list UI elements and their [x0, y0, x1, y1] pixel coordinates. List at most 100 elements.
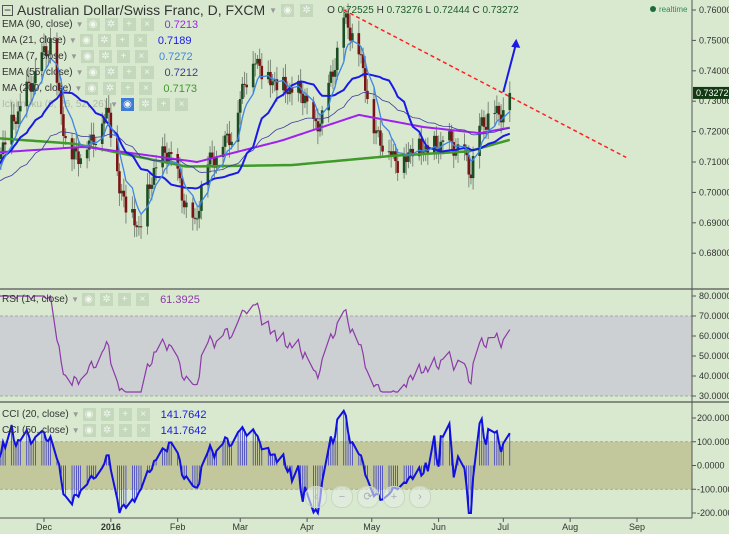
chevron-down-icon[interactable]: ▼ [68, 36, 77, 45]
plus-icon[interactable]: + [118, 293, 132, 306]
candle [85, 149, 89, 159]
candle [275, 79, 279, 91]
eye-icon[interactable]: ◉ [79, 34, 93, 47]
candle [379, 130, 382, 146]
chevron-down-icon[interactable]: ▼ [75, 20, 84, 29]
gear-icon[interactable]: ✲ [100, 293, 114, 306]
gear-icon[interactable]: ✲ [104, 66, 118, 79]
gear-icon[interactable]: ✲ [98, 50, 112, 63]
scroll-right-button[interactable]: › [409, 486, 431, 508]
candle [305, 95, 309, 102]
collapse-icon[interactable]: − [2, 2, 13, 17]
plus-icon[interactable]: + [122, 66, 136, 79]
candle [508, 92, 512, 111]
close-icon[interactable]: × [134, 50, 148, 63]
candle [57, 82, 61, 91]
rsi-tick-label: 50.0000 [699, 351, 729, 361]
zoom-in-button[interactable]: + [383, 486, 405, 508]
candle [435, 135, 438, 149]
date-tick-label: Jul [498, 522, 510, 532]
candle [103, 118, 106, 124]
close-icon[interactable]: × [136, 424, 150, 437]
candle [27, 81, 31, 84]
eye-icon[interactable]: ◉ [82, 424, 96, 437]
eye-icon[interactable]: ◉ [82, 293, 96, 306]
candle [372, 99, 376, 134]
ohlc-readout: O 0.72525 H 0.73276 L 0.72444 C 0.73272 [327, 4, 519, 16]
chevron-down-icon[interactable]: ▼ [110, 100, 118, 109]
eye-icon[interactable]: ◉ [80, 50, 94, 63]
close-icon[interactable]: × [133, 34, 147, 47]
indicator-value: 0.7212 [164, 66, 199, 79]
candle [154, 167, 158, 169]
close-icon[interactable]: × [174, 98, 188, 111]
chevron-down-icon[interactable]: ▼ [71, 410, 80, 419]
chevron-down-icon[interactable]: ▼ [71, 295, 80, 304]
candle [122, 190, 126, 197]
plus-icon[interactable]: + [115, 34, 129, 47]
close-icon[interactable]: × [136, 408, 150, 421]
candle [59, 90, 63, 115]
eye-icon[interactable]: ◉ [86, 66, 100, 79]
date-tick-label: Aug [562, 522, 578, 532]
eye-icon[interactable]: ◉ [86, 18, 100, 31]
candle [200, 185, 203, 211]
plus-icon[interactable]: + [156, 98, 170, 111]
candle [1, 142, 5, 155]
close-icon[interactable]: × [140, 66, 154, 79]
gear-icon[interactable]: ✲ [97, 34, 111, 47]
candle [238, 98, 242, 113]
eye-icon[interactable]: ◉ [281, 3, 295, 17]
gear-icon[interactable]: ✲ [300, 3, 314, 17]
close-icon[interactable]: × [139, 82, 153, 95]
candle [10, 114, 13, 145]
candle [31, 83, 35, 92]
candle [471, 155, 475, 179]
candle [450, 131, 453, 143]
candle [495, 105, 499, 114]
plus-icon[interactable]: + [121, 82, 135, 95]
gear-icon[interactable]: ✲ [100, 424, 114, 437]
eye-icon[interactable]: ◉ [85, 82, 99, 95]
candle [420, 138, 423, 153]
gear-icon[interactable]: ✲ [104, 18, 118, 31]
legend-cci-0: CCI (20, close) ▼ ◉ ✲ + × 141.7642 [2, 408, 207, 421]
candle [407, 152, 410, 162]
candle [484, 126, 488, 130]
chevron-down-icon[interactable]: ▼ [74, 84, 83, 93]
gear-icon[interactable]: ✲ [138, 98, 152, 111]
chevron-down-icon[interactable]: ▼ [71, 426, 80, 435]
rsi-line [0, 294, 511, 393]
indicator-name: MA (200, close) [2, 83, 72, 94]
price-tick-label: 0.68000 [699, 248, 729, 258]
candle [49, 38, 52, 55]
candle [182, 200, 186, 208]
candle [195, 218, 199, 220]
gear-icon[interactable]: ✲ [103, 82, 117, 95]
candle [389, 151, 393, 156]
gear-icon[interactable]: ✲ [100, 408, 114, 421]
eye-icon[interactable]: ◉ [120, 98, 134, 111]
candle [441, 140, 445, 142]
scroll-left-button[interactable]: ‹ [305, 486, 327, 508]
candle [482, 117, 486, 127]
plus-icon[interactable]: + [118, 408, 132, 421]
candle [64, 136, 67, 139]
reset-button[interactable]: ⟳ [357, 486, 379, 508]
close-icon[interactable]: × [136, 293, 150, 306]
candle [404, 156, 408, 162]
candle [331, 71, 335, 77]
eye-icon[interactable]: ◉ [82, 408, 96, 421]
chevron-down-icon[interactable]: ▼ [269, 5, 278, 15]
plus-icon[interactable]: + [116, 50, 130, 63]
zoom-out-button[interactable]: − [331, 486, 353, 508]
indicator-value: 0.7173 [163, 82, 198, 95]
close-icon[interactable]: × [140, 18, 154, 31]
plus-icon[interactable]: + [118, 424, 132, 437]
chevron-down-icon[interactable]: ▼ [75, 68, 84, 77]
plus-icon[interactable]: + [122, 18, 136, 31]
chevron-down-icon[interactable]: ▼ [70, 52, 78, 61]
candle [0, 154, 3, 159]
date-tick-label: Mar [232, 522, 248, 532]
